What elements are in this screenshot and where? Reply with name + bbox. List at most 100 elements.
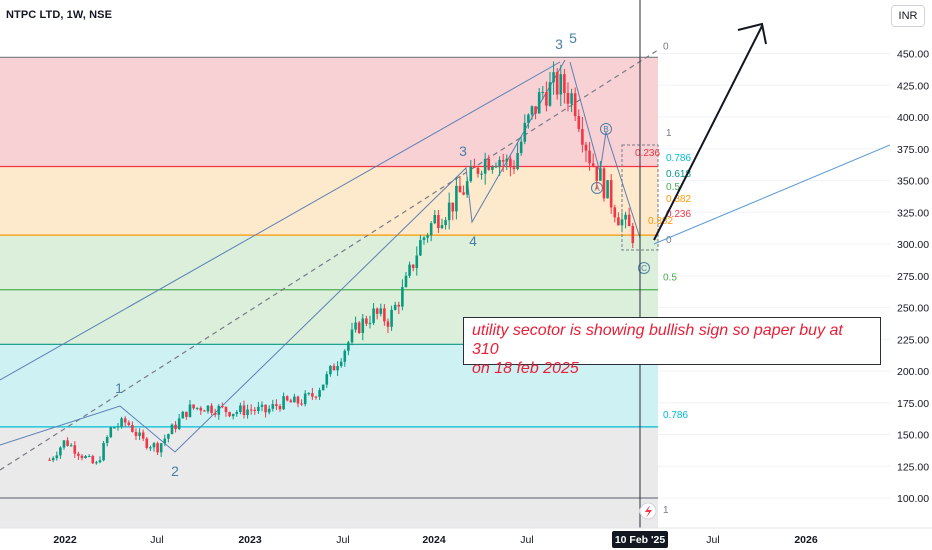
candle-body xyxy=(249,409,253,411)
candle-body xyxy=(253,409,257,411)
candle-body xyxy=(318,390,321,397)
small-fib-label: 0.382 xyxy=(648,216,673,227)
wave-circle xyxy=(600,123,612,135)
fib-level-label: 0.786 xyxy=(663,410,688,421)
candle-body xyxy=(426,235,429,238)
candle-body xyxy=(462,192,465,195)
price-tick-label: 400.00 xyxy=(897,112,929,124)
dashed-trend-line xyxy=(0,49,659,471)
candle-body xyxy=(123,418,127,423)
candle-body xyxy=(109,427,113,438)
candle-body xyxy=(48,459,51,461)
price-axis-background xyxy=(890,0,932,550)
candle-body xyxy=(174,424,177,430)
candle-body xyxy=(300,403,303,405)
fib-band xyxy=(0,426,658,528)
candle-body xyxy=(188,404,192,417)
candle-body xyxy=(397,304,401,307)
candle-body xyxy=(210,405,213,413)
wave-label: 5 xyxy=(569,30,577,46)
candle-body xyxy=(296,396,300,404)
candle-body xyxy=(627,214,631,227)
candle-body xyxy=(606,180,609,199)
candle-body xyxy=(487,158,491,170)
candle-body xyxy=(235,412,239,414)
small-fib-label: 0 xyxy=(666,235,672,246)
candle-body xyxy=(289,400,293,403)
candle-body xyxy=(120,418,123,427)
price-tick-label: 275.00 xyxy=(897,271,929,283)
candle-body xyxy=(527,114,530,123)
fib-band xyxy=(0,57,658,167)
candle-body xyxy=(555,72,559,95)
candle-body xyxy=(113,427,116,429)
candle-body xyxy=(131,425,134,432)
candle-body xyxy=(386,321,390,327)
candle-body xyxy=(455,185,458,212)
candle-body xyxy=(530,106,534,115)
wave-label: 3 xyxy=(555,36,563,52)
candle-body xyxy=(217,405,221,415)
candle-body xyxy=(98,460,102,463)
candle-body xyxy=(523,122,527,142)
currency-selector[interactable]: INR xyxy=(891,5,925,27)
candle-body xyxy=(379,308,383,314)
candle-body xyxy=(444,220,447,226)
candle-body xyxy=(55,455,59,459)
annotation-line-1: utility secotor is showing bullish sign … xyxy=(472,322,843,358)
trend-line xyxy=(0,61,561,381)
wave-label-circled: A xyxy=(594,184,600,193)
symbol-title[interactable]: NTPC LTD, 1W, NSE xyxy=(6,9,113,21)
small-fib-label: 0.236 xyxy=(635,148,660,159)
candle-body xyxy=(260,404,264,407)
candle-body xyxy=(429,223,433,236)
elliott-wave-path xyxy=(0,59,566,453)
candle-body xyxy=(51,458,55,460)
candle-body xyxy=(224,406,228,413)
small-fib-label: 1 xyxy=(666,128,672,139)
candle-body xyxy=(127,422,131,426)
price-tick-label: 450.00 xyxy=(897,49,929,61)
candle-body xyxy=(213,412,217,415)
candle-body xyxy=(483,158,487,174)
candle-body xyxy=(159,443,163,453)
candle-body xyxy=(192,404,195,409)
candle-body xyxy=(357,322,361,333)
candle-body xyxy=(141,432,145,439)
candle-body xyxy=(285,396,289,401)
candle-body xyxy=(145,438,149,448)
small-fib-label: 0.382 xyxy=(666,194,691,205)
chart-annotation-note[interactable]: utility secotor is showing bullish sign … xyxy=(463,317,881,377)
candle-body xyxy=(501,159,505,162)
fib-level-label: 0 xyxy=(663,41,669,52)
candle-body xyxy=(437,215,440,229)
candle-body xyxy=(609,180,613,208)
candle-body xyxy=(620,219,624,226)
candle-body xyxy=(343,350,347,362)
candle-body xyxy=(480,173,483,175)
candle-body xyxy=(411,264,415,269)
candle-body xyxy=(354,322,357,330)
fib-band xyxy=(0,166,658,236)
candle-body xyxy=(563,74,566,93)
candle-body xyxy=(267,408,271,413)
current-date-badge xyxy=(612,531,668,548)
candle-body xyxy=(473,166,476,168)
candle-body xyxy=(228,412,231,417)
candle-body xyxy=(105,437,109,443)
candle-body xyxy=(239,405,242,413)
price-tick-label: 200.00 xyxy=(897,366,929,378)
candle-body xyxy=(347,342,350,351)
candle-body xyxy=(80,455,84,459)
candle-body xyxy=(516,153,519,170)
price-tick-label: 350.00 xyxy=(897,176,929,188)
candle-body xyxy=(469,166,473,182)
candle-body xyxy=(329,365,332,375)
candle-body xyxy=(559,74,563,95)
candle-body xyxy=(595,166,599,181)
candle-body xyxy=(476,167,480,174)
candle-body xyxy=(303,393,307,405)
time-tick-label: Jul xyxy=(150,534,163,546)
candle-body xyxy=(541,91,545,93)
